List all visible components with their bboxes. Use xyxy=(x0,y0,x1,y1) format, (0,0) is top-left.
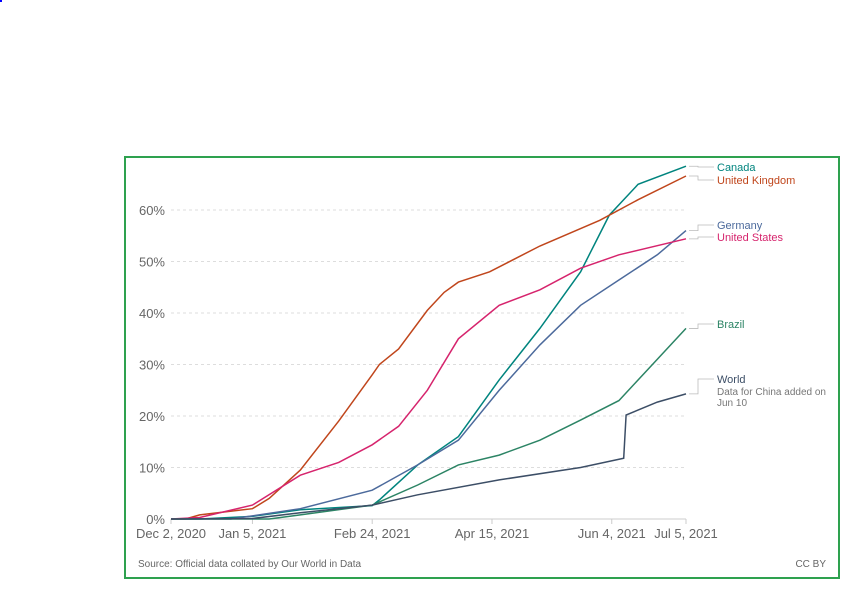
series-label[interactable]: World xyxy=(717,374,746,386)
x-tick-label: Feb 24, 2021 xyxy=(334,526,411,541)
y-tick-label: 60% xyxy=(139,203,165,218)
x-tick-label: Dec 2, 2020 xyxy=(136,526,206,541)
label-connector xyxy=(689,323,714,329)
series-line-united-kingdom[interactable] xyxy=(171,175,687,520)
label-connector xyxy=(689,236,714,240)
series-line-germany[interactable] xyxy=(171,230,687,520)
y-tick-label: 40% xyxy=(139,306,165,321)
series-line-world[interactable] xyxy=(170,393,687,520)
license-link[interactable]: CC BY xyxy=(795,559,826,570)
y-tick-label: 0% xyxy=(146,512,165,527)
y-tick-label: 10% xyxy=(139,461,165,476)
x-tick-label: Apr 15, 2021 xyxy=(455,526,529,541)
label-connector xyxy=(689,165,714,168)
series-label[interactable]: United Kingdom xyxy=(717,175,795,187)
series-label[interactable]: Germany xyxy=(717,220,763,232)
series-note: Data for China added on Jun 10 xyxy=(717,387,826,409)
corner-dot xyxy=(0,0,2,2)
label-connector xyxy=(689,175,714,181)
y-tick-label: 20% xyxy=(139,409,165,424)
x-tick-label: Jul 5, 2021 xyxy=(654,526,718,541)
series-line-united-states[interactable] xyxy=(170,238,687,520)
series-line-brazil[interactable] xyxy=(171,327,687,520)
label-connector xyxy=(689,378,714,395)
series-label[interactable]: United States xyxy=(717,232,784,244)
y-tick-label: 50% xyxy=(139,255,165,270)
chart-frame xyxy=(124,156,840,579)
label-connector xyxy=(689,224,714,231)
source-note: Source: Official data collated by Our Wo… xyxy=(138,559,362,570)
x-tick-label: Jun 4, 2021 xyxy=(578,526,646,541)
series-line-canada[interactable] xyxy=(171,165,687,520)
x-tick-label: Jan 5, 2021 xyxy=(218,526,286,541)
series-label[interactable]: Brazil xyxy=(717,319,745,331)
series-label[interactable]: Canada xyxy=(717,162,756,174)
series-note-line: Jun 10 xyxy=(717,398,747,409)
series-note-line: Data for China added on xyxy=(717,387,826,398)
y-tick-label: 30% xyxy=(139,358,165,373)
